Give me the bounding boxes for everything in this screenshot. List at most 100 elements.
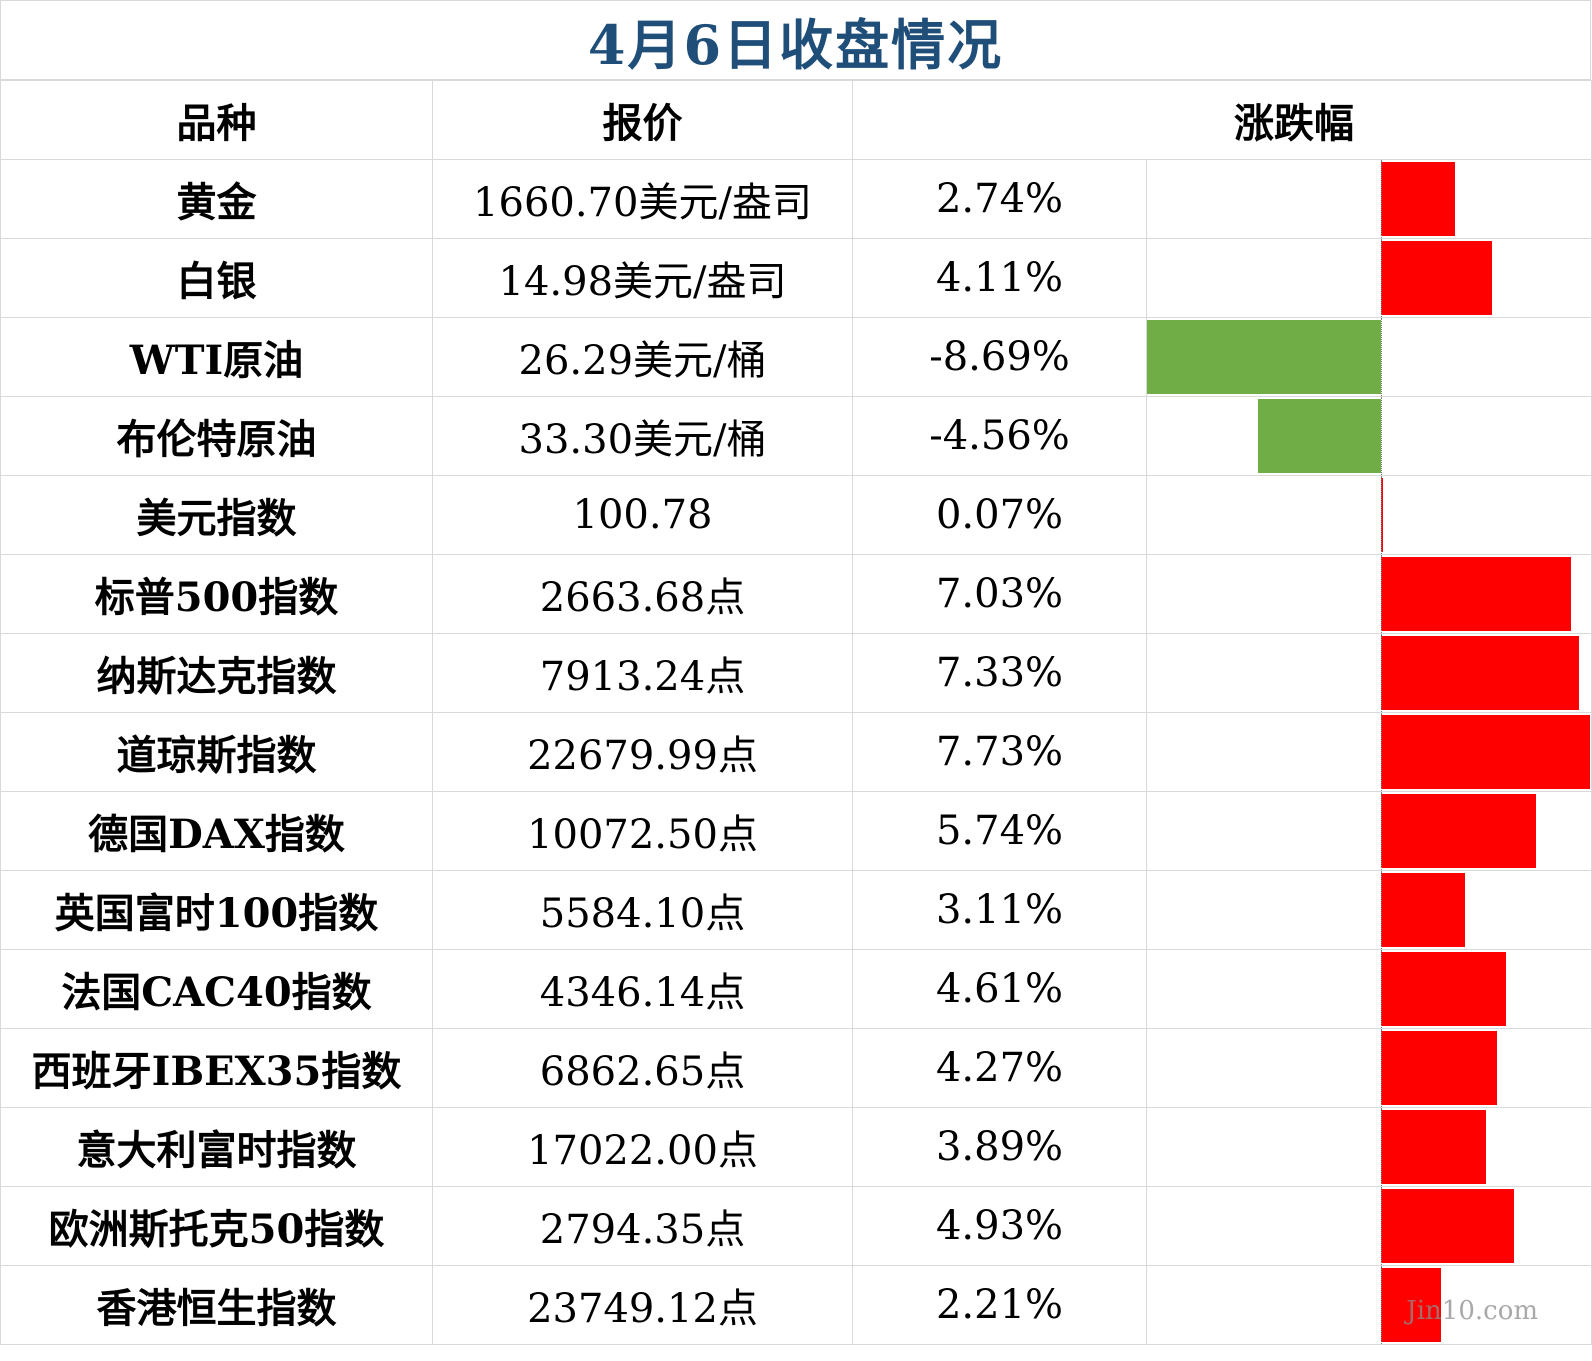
zero-axis-line [1381, 1029, 1383, 1107]
row-name: 德国DAX指数 [0, 791, 433, 871]
closing-table: 品种 报价 涨跌幅 黄金 1660.70美元/盎司 2.74% 白银 14.98美元/盎… [0, 80, 1592, 1345]
zero-axis-line [1381, 555, 1383, 633]
bar-area [1148, 634, 1591, 712]
row-bar-cell [1146, 238, 1592, 318]
bar-area [1148, 713, 1591, 791]
row-change: 2.74% [852, 159, 1147, 239]
row-price: 2663.68点 [432, 554, 853, 634]
row-change: 7.73% [852, 712, 1147, 792]
row-change: 4.93% [852, 1186, 1147, 1266]
page-title: 4月6日收盘情况 [0, 0, 1591, 80]
table-row: 欧洲斯托克50指数 2794.35点 4.93% [0, 1186, 1592, 1266]
row-name: 法国CAC40指数 [0, 949, 433, 1029]
change-bar [1381, 636, 1580, 710]
row-bar-cell [1146, 1107, 1592, 1187]
row-price: 7913.24点 [432, 633, 853, 713]
bar-area [1148, 397, 1591, 475]
row-price: 26.29美元/桶 [432, 317, 853, 397]
row-bar-cell [1146, 554, 1592, 634]
row-bar-cell [1146, 317, 1592, 397]
row-price: 14.98美元/盎司 [432, 238, 853, 318]
bar-area [1148, 1187, 1591, 1265]
row-bar-cell [1146, 870, 1592, 950]
zero-axis-line [1381, 1108, 1383, 1186]
bar-area [1148, 792, 1591, 870]
header-change: 涨跌幅 [852, 80, 1592, 160]
row-bar-cell [1146, 1028, 1592, 1108]
row-price: 17022.00点 [432, 1107, 853, 1187]
watermark: Jin10.com [1406, 1296, 1538, 1326]
row-bar-cell [1146, 159, 1592, 239]
change-bar [1381, 794, 1537, 868]
bar-area [1148, 1029, 1591, 1107]
row-price: 4346.14点 [432, 949, 853, 1029]
bar-area [1148, 1108, 1591, 1186]
zero-axis-line [1381, 792, 1383, 870]
change-bar [1381, 241, 1493, 315]
zero-axis-line [1381, 1266, 1383, 1344]
change-bar [1147, 320, 1382, 394]
zero-axis-line [1381, 950, 1383, 1028]
change-bar [1381, 1110, 1487, 1184]
row-price: 23749.12点 [432, 1265, 853, 1345]
row-change: 4.61% [852, 949, 1147, 1029]
row-bar-cell [1146, 1265, 1592, 1345]
row-change: -4.56% [852, 396, 1147, 476]
zero-axis-line [1381, 318, 1383, 396]
table-row: 意大利富时指数 17022.00点 3.89% [0, 1107, 1592, 1187]
change-bar [1381, 162, 1456, 236]
row-price: 2794.35点 [432, 1186, 853, 1266]
table-row: 德国DAX指数 10072.50点 5.74% [0, 791, 1592, 871]
table-row: 黄金 1660.70美元/盎司 2.74% [0, 159, 1592, 239]
row-bar-cell [1146, 1186, 1592, 1266]
bar-area [1148, 950, 1591, 1028]
zero-axis-line [1381, 476, 1383, 554]
table-row: 英国富时100指数 5584.10点 3.11% [0, 870, 1592, 950]
row-change: 7.33% [852, 633, 1147, 713]
change-bar [1381, 1031, 1497, 1105]
row-name: 英国富时100指数 [0, 870, 433, 950]
bar-area [1148, 476, 1591, 554]
row-name: 白银 [0, 238, 433, 318]
change-bar [1381, 1268, 1442, 1342]
zero-axis-line [1381, 713, 1383, 791]
table-row: 标普500指数 2663.68点 7.03% [0, 554, 1592, 634]
bar-area [1148, 871, 1591, 949]
zero-axis-line [1381, 397, 1383, 475]
row-name: 纳斯达克指数 [0, 633, 433, 713]
zero-axis-line [1381, 160, 1383, 238]
row-change: 7.03% [852, 554, 1147, 634]
row-name: 意大利富时指数 [0, 1107, 433, 1187]
bar-area [1148, 555, 1591, 633]
row-bar-cell [1146, 396, 1592, 476]
table-row: 香港恒生指数 23749.12点 2.21% [0, 1265, 1592, 1345]
change-bar [1381, 1189, 1515, 1263]
table-row: WTI原油 26.29美元/桶 -8.69% [0, 317, 1592, 397]
row-change: 5.74% [852, 791, 1147, 871]
change-bar [1381, 873, 1466, 947]
row-name: 标普500指数 [0, 554, 433, 634]
row-name: 欧洲斯托克50指数 [0, 1186, 433, 1266]
header-price: 报价 [432, 80, 853, 160]
row-name: 黄金 [0, 159, 433, 239]
bar-area [1148, 239, 1591, 317]
change-bar [1258, 399, 1382, 473]
table-row: 法国CAC40指数 4346.14点 4.61% [0, 949, 1592, 1029]
change-bar [1381, 557, 1572, 631]
row-bar-cell [1146, 712, 1592, 792]
row-change: 2.21% [852, 1265, 1147, 1345]
row-change: 4.11% [852, 238, 1147, 318]
row-price: 1660.70美元/盎司 [432, 159, 853, 239]
row-name: 美元指数 [0, 475, 433, 555]
row-bar-cell [1146, 475, 1592, 555]
table-row: 美元指数 100.78 0.07% [0, 475, 1592, 555]
row-change: 3.11% [852, 870, 1147, 950]
zero-axis-line [1381, 239, 1383, 317]
table-body: 品种 报价 涨跌幅 黄金 1660.70美元/盎司 2.74% 白银 14.98美元/盎… [0, 80, 1592, 1345]
change-bar [1381, 715, 1590, 789]
row-name: 西班牙IBEX35指数 [0, 1028, 433, 1108]
table-row: 道琼斯指数 22679.99点 7.73% [0, 712, 1592, 792]
row-price: 6862.65点 [432, 1028, 853, 1108]
change-bar [1381, 952, 1506, 1026]
